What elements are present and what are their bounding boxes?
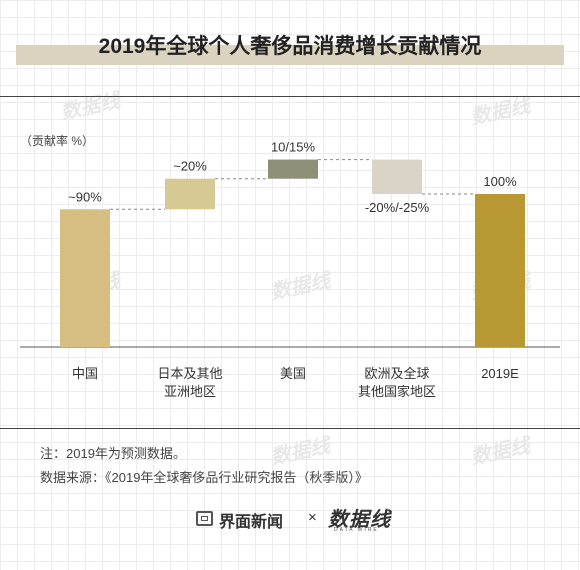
brand2-logo: 数据线 (328, 509, 391, 531)
bar-3 (372, 159, 422, 194)
brand2-sub-logo: DATA WIRE (334, 527, 379, 533)
brand1-text: 界面新闻 (219, 514, 284, 531)
title-wrap: 2019年全球个人奢侈品消费增长贡献情况 (16, 30, 564, 64)
category-label-0: 中国 (72, 366, 98, 381)
data-label-3: -20%/-25% (365, 200, 430, 215)
bar-4 (475, 194, 525, 347)
data-label-1: ~20% (173, 159, 207, 174)
bar-0 (60, 209, 110, 347)
notes-block: 注：2019年为预测数据。 数据来源：《2019年全球奢侈品行业研究报告（秋季版… (40, 442, 368, 490)
bar-1 (165, 178, 215, 210)
bar-2 (268, 159, 318, 179)
category-label-1: 日本及其他亚洲地区 (157, 366, 222, 399)
title-highlight-bar (16, 45, 564, 65)
times-symbol: × (308, 509, 317, 526)
footer: 界面新闻 × 数据线 DATA WIRE (0, 503, 580, 535)
category-label-2: 美国 (280, 366, 306, 381)
category-label-3: 欧洲及全球其他国家地区 (358, 366, 436, 399)
jiemian-logo-icon (196, 511, 213, 526)
data-label-2: 10/15% (271, 140, 316, 155)
data-label-0: ~90% (68, 189, 102, 204)
chart-title: 2019年全球个人奢侈品消费增长贡献情况 (98, 35, 482, 58)
category-label-4: 2019E (481, 366, 519, 381)
source-text: 数据来源：《2019年全球奢侈品行业研究报告（秋季版）》 (40, 470, 368, 485)
waterfall-chart: （贡献率 %） ~90% 中国 ~20% 日本及其他亚洲地区 10/15% 美国 -20%/-… (20, 133, 560, 399)
bottom-rule (0, 428, 580, 429)
note-text: 注：2019年为预测数据。 (40, 446, 186, 461)
top-rule (0, 96, 580, 97)
unit-label: （贡献率 %） (20, 133, 94, 148)
data-label-4: 100% (483, 174, 517, 189)
